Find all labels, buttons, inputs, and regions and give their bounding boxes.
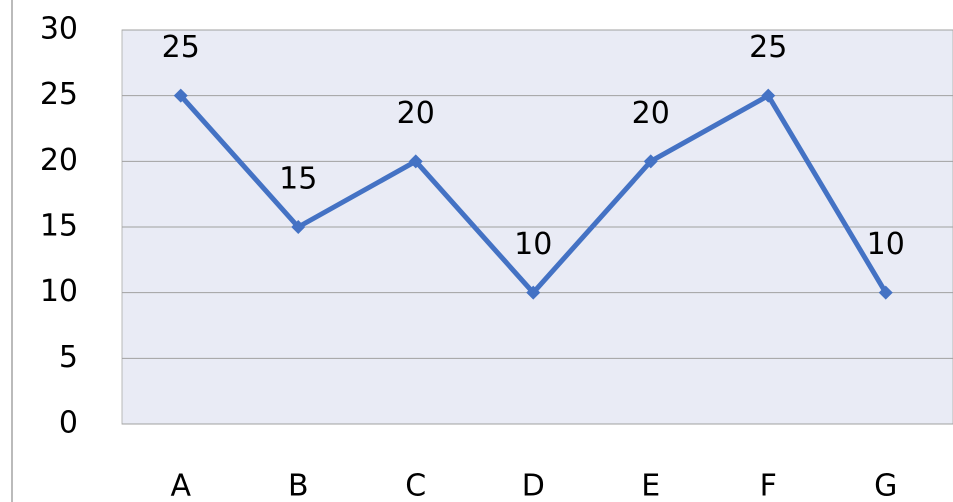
marker bbox=[878, 285, 893, 300]
data-label: 20 bbox=[632, 96, 670, 131]
marker bbox=[643, 154, 658, 169]
x-tick-label: F bbox=[760, 469, 777, 502]
x-tick-label: A bbox=[170, 469, 191, 502]
x-tick-label: E bbox=[641, 469, 660, 502]
x-tick-label: C bbox=[405, 469, 426, 502]
data-label: 20 bbox=[397, 96, 435, 131]
y-tick-label: 25 bbox=[40, 77, 78, 112]
data-label: 25 bbox=[749, 30, 787, 65]
y-tick-label: 30 bbox=[40, 12, 78, 47]
y-tick-label: 10 bbox=[40, 274, 78, 309]
x-tick-label: G bbox=[874, 469, 897, 502]
x-tick-label: B bbox=[288, 469, 309, 502]
y-tick-label: 0 bbox=[59, 406, 78, 441]
marker bbox=[408, 154, 423, 169]
marker bbox=[173, 88, 188, 103]
marker bbox=[526, 285, 541, 300]
y-tick-label: 15 bbox=[40, 209, 78, 244]
data-label: 10 bbox=[867, 227, 905, 262]
y-tick-label: 5 bbox=[59, 340, 78, 375]
data-label: 25 bbox=[162, 30, 200, 65]
x-tick-label: D bbox=[522, 469, 545, 502]
marker bbox=[291, 220, 306, 234]
marker bbox=[761, 88, 776, 103]
y-tick-label: 20 bbox=[40, 143, 78, 178]
data-label: 15 bbox=[279, 162, 317, 197]
data-label: 10 bbox=[514, 227, 552, 262]
